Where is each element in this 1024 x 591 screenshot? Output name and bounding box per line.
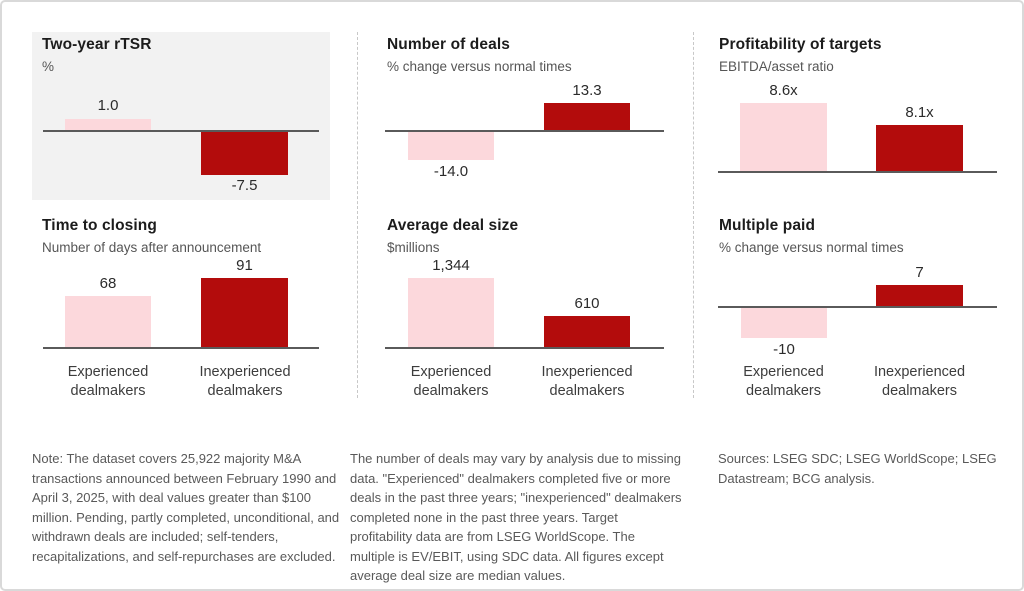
value-label-inexperienced: 13.3 [572,82,602,99]
bar-inexperienced [544,316,630,347]
category-label-experienced: Experienced dealmakers [743,364,824,399]
value-label-experienced: 8.6x [769,82,798,99]
bar-inexperienced [544,103,630,130]
chart-title-multiple-paid: Multiple paid [719,217,816,234]
chart-subtitle-two-year-rtsr: % [42,59,55,74]
chart-title-two-year-rtsr: Two-year rTSR [42,36,152,53]
bar-inexperienced [876,125,963,171]
column-divider [693,32,694,398]
bar-experienced [65,296,151,347]
category-label-experienced: Experienced dealmakers [410,364,492,399]
category-label-inexperienced: Inexperienced dealmakers [199,364,291,399]
bar-inexperienced [201,278,288,347]
bar-experienced [740,103,827,171]
category-label-experienced: Experienced dealmakers [67,364,149,399]
chart-title-average-deal-size: Average deal size [387,217,519,234]
axis-line [385,130,664,132]
column-divider [357,32,358,398]
axis-line [718,171,997,173]
bar-inexperienced [876,285,963,306]
category-label-inexperienced: Inexperienced dealmakers [541,364,633,399]
footnote-methodology: The number of deals may vary by analysis… [350,451,682,583]
axis-line [43,130,319,132]
chart-title-time-to-closing: Time to closing [42,217,157,234]
footnote-note: Note: The dataset covers 25,922 majority… [32,451,340,564]
axis-line [718,306,997,308]
chart-subtitle-multiple-paid: % change versus normal times [719,240,904,255]
value-label-experienced: 1.0 [97,97,119,114]
axis-line [43,347,319,349]
value-label-experienced: -10 [773,341,795,358]
value-label-inexperienced: -7.5 [231,177,258,194]
value-label-experienced: -14.0 [433,163,469,180]
bar-inexperienced [201,132,288,175]
bar-experienced [741,308,827,338]
value-label-experienced: 1,344 [432,257,470,274]
chart-subtitle-number-of-deals: % change versus normal times [387,59,572,74]
axis-line [385,347,664,349]
value-label-inexperienced: 7 [915,264,924,281]
value-label-experienced: 68 [99,275,117,292]
value-label-inexperienced: 610 [574,295,600,312]
value-label-inexperienced: 91 [236,257,253,274]
bar-experienced [65,119,151,130]
value-label-inexperienced: 8.1x [905,104,934,121]
chart-title-profitability-of-targets: Profitability of targets [719,36,882,53]
chart-subtitle-time-to-closing: Number of days after announcement [42,240,262,255]
chart-subtitle-profitability-of-targets: EBITDA/asset ratio [719,59,834,74]
chart-subtitle-average-deal-size: $millions [387,240,440,255]
bar-experienced [408,278,494,347]
footnote-sources: Sources: LSEG SDC; LSEG WorldScope; LSEG… [718,451,997,486]
chart-title-number-of-deals: Number of deals [387,36,510,53]
category-label-inexperienced: Inexperienced dealmakers [873,364,966,399]
bar-experienced [408,132,494,160]
